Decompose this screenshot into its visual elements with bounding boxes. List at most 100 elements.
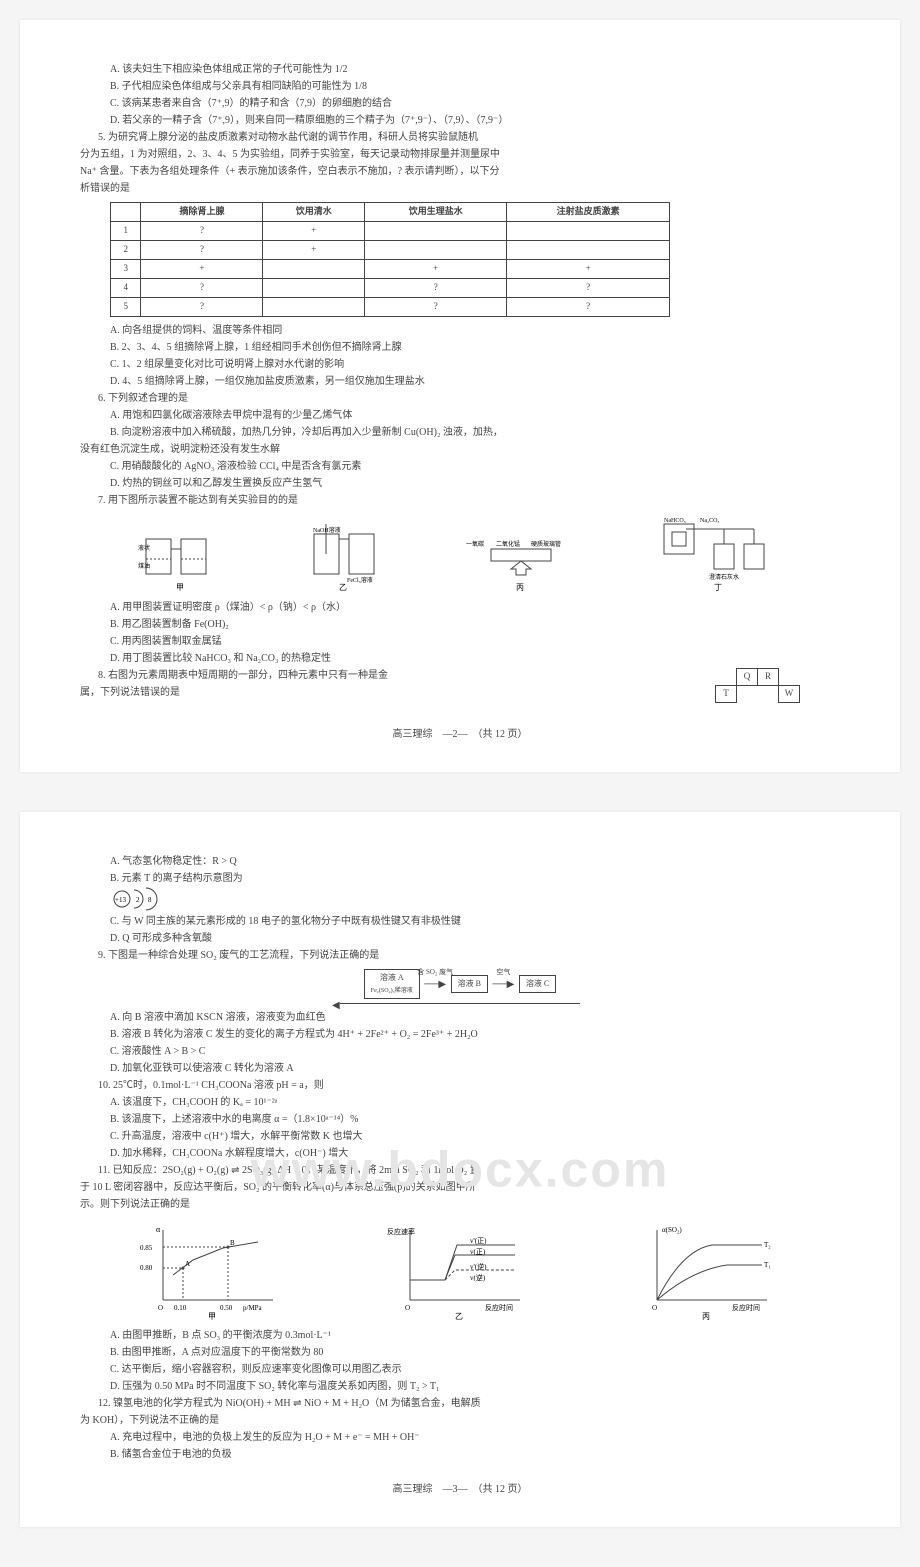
q5-r3c2	[263, 260, 365, 279]
q5-r4c0: 4	[111, 279, 141, 298]
q11-stem-b: 于 10 L 密闭容器中，反应达平衡后，SO₂ 的平衡转化率(α)与体系总压强(…	[80, 1180, 840, 1195]
q11-charts: α 0.85 0.80 A B 0.10 0.50 p/MPa O 甲 反应速率…	[90, 1220, 830, 1320]
svg-text:Na₂CO₃: Na₂CO₃	[700, 518, 720, 524]
page1-footer: 高三理综 —2— （共 12 页）	[80, 727, 840, 742]
svg-text:一氧碳: 一氧碳	[466, 540, 484, 548]
exam-page-2: www.bdocx.com A. 气态氢化物稳定性：R > Q B. 元素 T …	[20, 812, 900, 1527]
svg-text:NaHCO₃: NaHCO₃	[664, 518, 686, 524]
flow-arrow-1-icon: 含 SO₂ 废气──▶	[424, 977, 446, 992]
q8-option-b-text: B. 元素 T 的离子结构示意图为	[110, 873, 243, 884]
svg-text:澄清石灰水: 澄清石灰水	[709, 573, 739, 581]
q11-stem-a: 11. 已知反应：2SO₂(g) + O₂(g) ⇌ 2SO₃(g) ΔH < …	[80, 1163, 840, 1178]
chart-jia-icon: α 0.85 0.80 A B 0.10 0.50 p/MPa O 甲	[138, 1220, 288, 1320]
q9-option-d: D. 加氧化亚铁可以使溶液 C 转化为溶液 A	[80, 1061, 840, 1076]
svg-text:T₂: T₂	[764, 1241, 771, 1249]
apparatus-jia-icon: 液状 煤油 甲	[136, 524, 226, 594]
q7-option-d: D. 用丁图装置比较 NaHCO₃ 和 Na₂CO₃ 的热稳定性	[80, 651, 840, 666]
exam-page-1: A. 该夫妇生下相应染色体组成正常的子代可能性为 1/2 B. 子代相应染色体组…	[20, 20, 900, 772]
svg-text:v(正): v(正)	[470, 1248, 486, 1256]
q5-r2c0: 2	[111, 241, 141, 260]
q9-flowchart: 溶液 A Fe₂(SO₄)₃稀溶液 含 SO₂ 废气──▶ 溶液 B 空气──▶…	[80, 969, 840, 1004]
q12-option-b: B. 储氢合金位于电池的负极	[80, 1447, 840, 1462]
svg-text:2: 2	[136, 896, 140, 904]
svg-text:v'(逆): v'(逆)	[470, 1262, 487, 1271]
q5-r1c2: +	[263, 222, 365, 241]
q5-r1c1: ?	[141, 222, 263, 241]
periodic-W: W	[779, 686, 800, 703]
q5-r1c3	[365, 222, 507, 241]
q5-r3c4: +	[507, 260, 670, 279]
q5-th-4: 注射盐皮质激素	[507, 203, 670, 222]
q6-option-d: D. 灼热的铜丝可以和乙醇发生置换反应产生氢气	[80, 476, 840, 491]
q12-option-a: A. 充电过程中，电池的负极上发生的反应为 H₂O + M + e⁻ = MH …	[80, 1430, 840, 1445]
q5-th-0	[111, 203, 141, 222]
svg-text:α(SO₂): α(SO₂)	[662, 1226, 682, 1234]
svg-text:0.50: 0.50	[220, 1304, 233, 1312]
q5-r3c1: +	[141, 260, 263, 279]
flow-box-b: 溶液 B	[451, 975, 488, 993]
q5-r4c4: ?	[507, 279, 670, 298]
apparatus-bing-icon: 一氧碳 二氧化锰 硬质玻璃管 丙	[461, 524, 581, 594]
q5-r5c0: 5	[111, 298, 141, 317]
svg-text:A: A	[185, 1260, 190, 1268]
q11-option-c: C. 达平衡后，缩小容器容积，则反应速率变化图像可以用图乙表示	[80, 1362, 840, 1377]
q12-stem-a: 12. 镍氢电池的化学方程式为 NiO(OH) + MH ⇌ NiO + M +…	[80, 1396, 840, 1411]
q11-option-d: D. 压强为 0.50 MPa 时不同温度下 SO₂ 转化率与温度关系如丙图，则…	[80, 1379, 840, 1394]
svg-text:v(逆): v(逆)	[470, 1273, 486, 1282]
periodic-fragment: Q R T W	[715, 668, 800, 703]
q12-stem-b: 为 KOH），下列说法不正确的是	[80, 1413, 840, 1428]
q7-stem: 7. 用下图所示装置不能达到有关实验目的的是	[80, 493, 840, 508]
svg-text:0.80: 0.80	[140, 1264, 153, 1272]
svg-text:B: B	[230, 1239, 235, 1247]
q5-table: 摘除肾上腺 饮用清水 饮用生理盐水 注射盐皮质激素 1 ? + 2 ? + 3 …	[110, 202, 670, 317]
q4-option-b: B. 子代相应染色体组成与父亲具有相同缺陷的可能性为 1/8	[80, 79, 840, 94]
q5-r2c2: +	[263, 241, 365, 260]
q11-stem-c: 示。则下列说法正确的是	[80, 1197, 840, 1212]
q11-option-a: A. 由图甲推断，B 点 SO₃ 的平衡浓度为 0.3mol·L⁻¹	[80, 1328, 840, 1343]
flow-arrow-2-icon: 空气──▶	[492, 977, 514, 992]
q5-r1c0: 1	[111, 222, 141, 241]
svg-text:乙: 乙	[339, 583, 347, 592]
q4-option-a: A. 该夫妇生下相应染色体组成正常的子代可能性为 1/2	[80, 62, 840, 77]
q5-option-a: A. 向各组提供的饲料、温度等条件相同	[80, 323, 840, 338]
svg-text:煤油: 煤油	[138, 562, 150, 570]
q9-option-a: A. 向 B 溶液中滴加 KSCN 溶液，溶液变为血红色	[80, 1010, 840, 1025]
svg-text:+13: +13	[115, 896, 126, 904]
q8-option-c: C. 与 W 同主族的某元素形成的 18 电子的氢化物分子中既有极性键又有非极性…	[80, 914, 840, 929]
svg-text:反应时间: 反应时间	[485, 1303, 513, 1312]
flow-box-c: 溶液 C	[519, 975, 556, 993]
svg-text:甲: 甲	[208, 1312, 216, 1320]
svg-text:α: α	[156, 1225, 161, 1234]
svg-text:0.85: 0.85	[140, 1244, 153, 1252]
q5-option-c: C. 1、2 组尿量变化对比可说明肾上腺对水代谢的影响	[80, 357, 840, 372]
periodic-T: T	[716, 686, 737, 703]
svg-text:反应速率: 反应速率	[387, 1227, 415, 1236]
q5-r3c3: +	[365, 260, 507, 279]
q5-r4c1: ?	[141, 279, 263, 298]
svg-text:p/MPa: p/MPa	[243, 1304, 263, 1312]
q10-option-b: B. 该温度下，上述溶液中水的电离度 α =（1.8×10ᵃ⁻¹⁴）%	[80, 1112, 840, 1127]
svg-text:T₁: T₁	[764, 1261, 771, 1269]
q6-option-c: C. 用硝酸酸化的 AgNO₃ 溶液检验 CCl₄ 中是否含有氯元素	[80, 459, 840, 474]
q5-th-2: 饮用清水	[263, 203, 365, 222]
periodic-Q: Q	[737, 669, 758, 686]
svg-text:NaOH溶液: NaOH溶液	[313, 526, 341, 534]
svg-text:二氧化锰: 二氧化锰	[496, 540, 520, 548]
svg-text:O: O	[158, 1304, 163, 1312]
svg-text:硬质玻璃管: 硬质玻璃管	[531, 540, 561, 548]
q9-option-b: B. 溶液 B 转化为溶液 C 发生的变化的离子方程式为 4H⁺ + 2Fe²⁺…	[80, 1027, 840, 1042]
svg-text:反应时间: 反应时间	[732, 1303, 760, 1312]
q5-r2c1: ?	[141, 241, 263, 260]
q6-option-b-cont: 没有红色沉淀生成，说明淀粉还没有发生水解	[80, 442, 840, 457]
q5-stem-line4: 析错误的是	[80, 181, 840, 196]
q10-option-c: C. 升高温度，溶液中 c(H⁺) 增大，水解平衡常数 K 也增大	[80, 1129, 840, 1144]
q11-option-b: B. 由图甲推断，A 点对应温度下的平衡常数为 80	[80, 1345, 840, 1360]
q5-stem-line1: 5. 为研究肾上腺分泌的盐皮质激素对动物水盐代谢的调节作用，科研人员将实验鼠随机	[80, 130, 840, 145]
q5-option-b: B. 2、3、4、5 组摘除肾上腺，1 组经相同手术创伤但不摘除肾上腺	[80, 340, 840, 355]
svg-text:乙: 乙	[455, 1312, 463, 1320]
svg-text:8: 8	[148, 896, 152, 904]
q10-option-d: D. 加水稀释，CH₃COONa 水解程度增大，c(OH⁻) 增大	[80, 1146, 840, 1161]
svg-text:丙: 丙	[516, 583, 524, 592]
q5-th-3: 饮用生理盐水	[365, 203, 507, 222]
q5-r4c2	[263, 279, 365, 298]
